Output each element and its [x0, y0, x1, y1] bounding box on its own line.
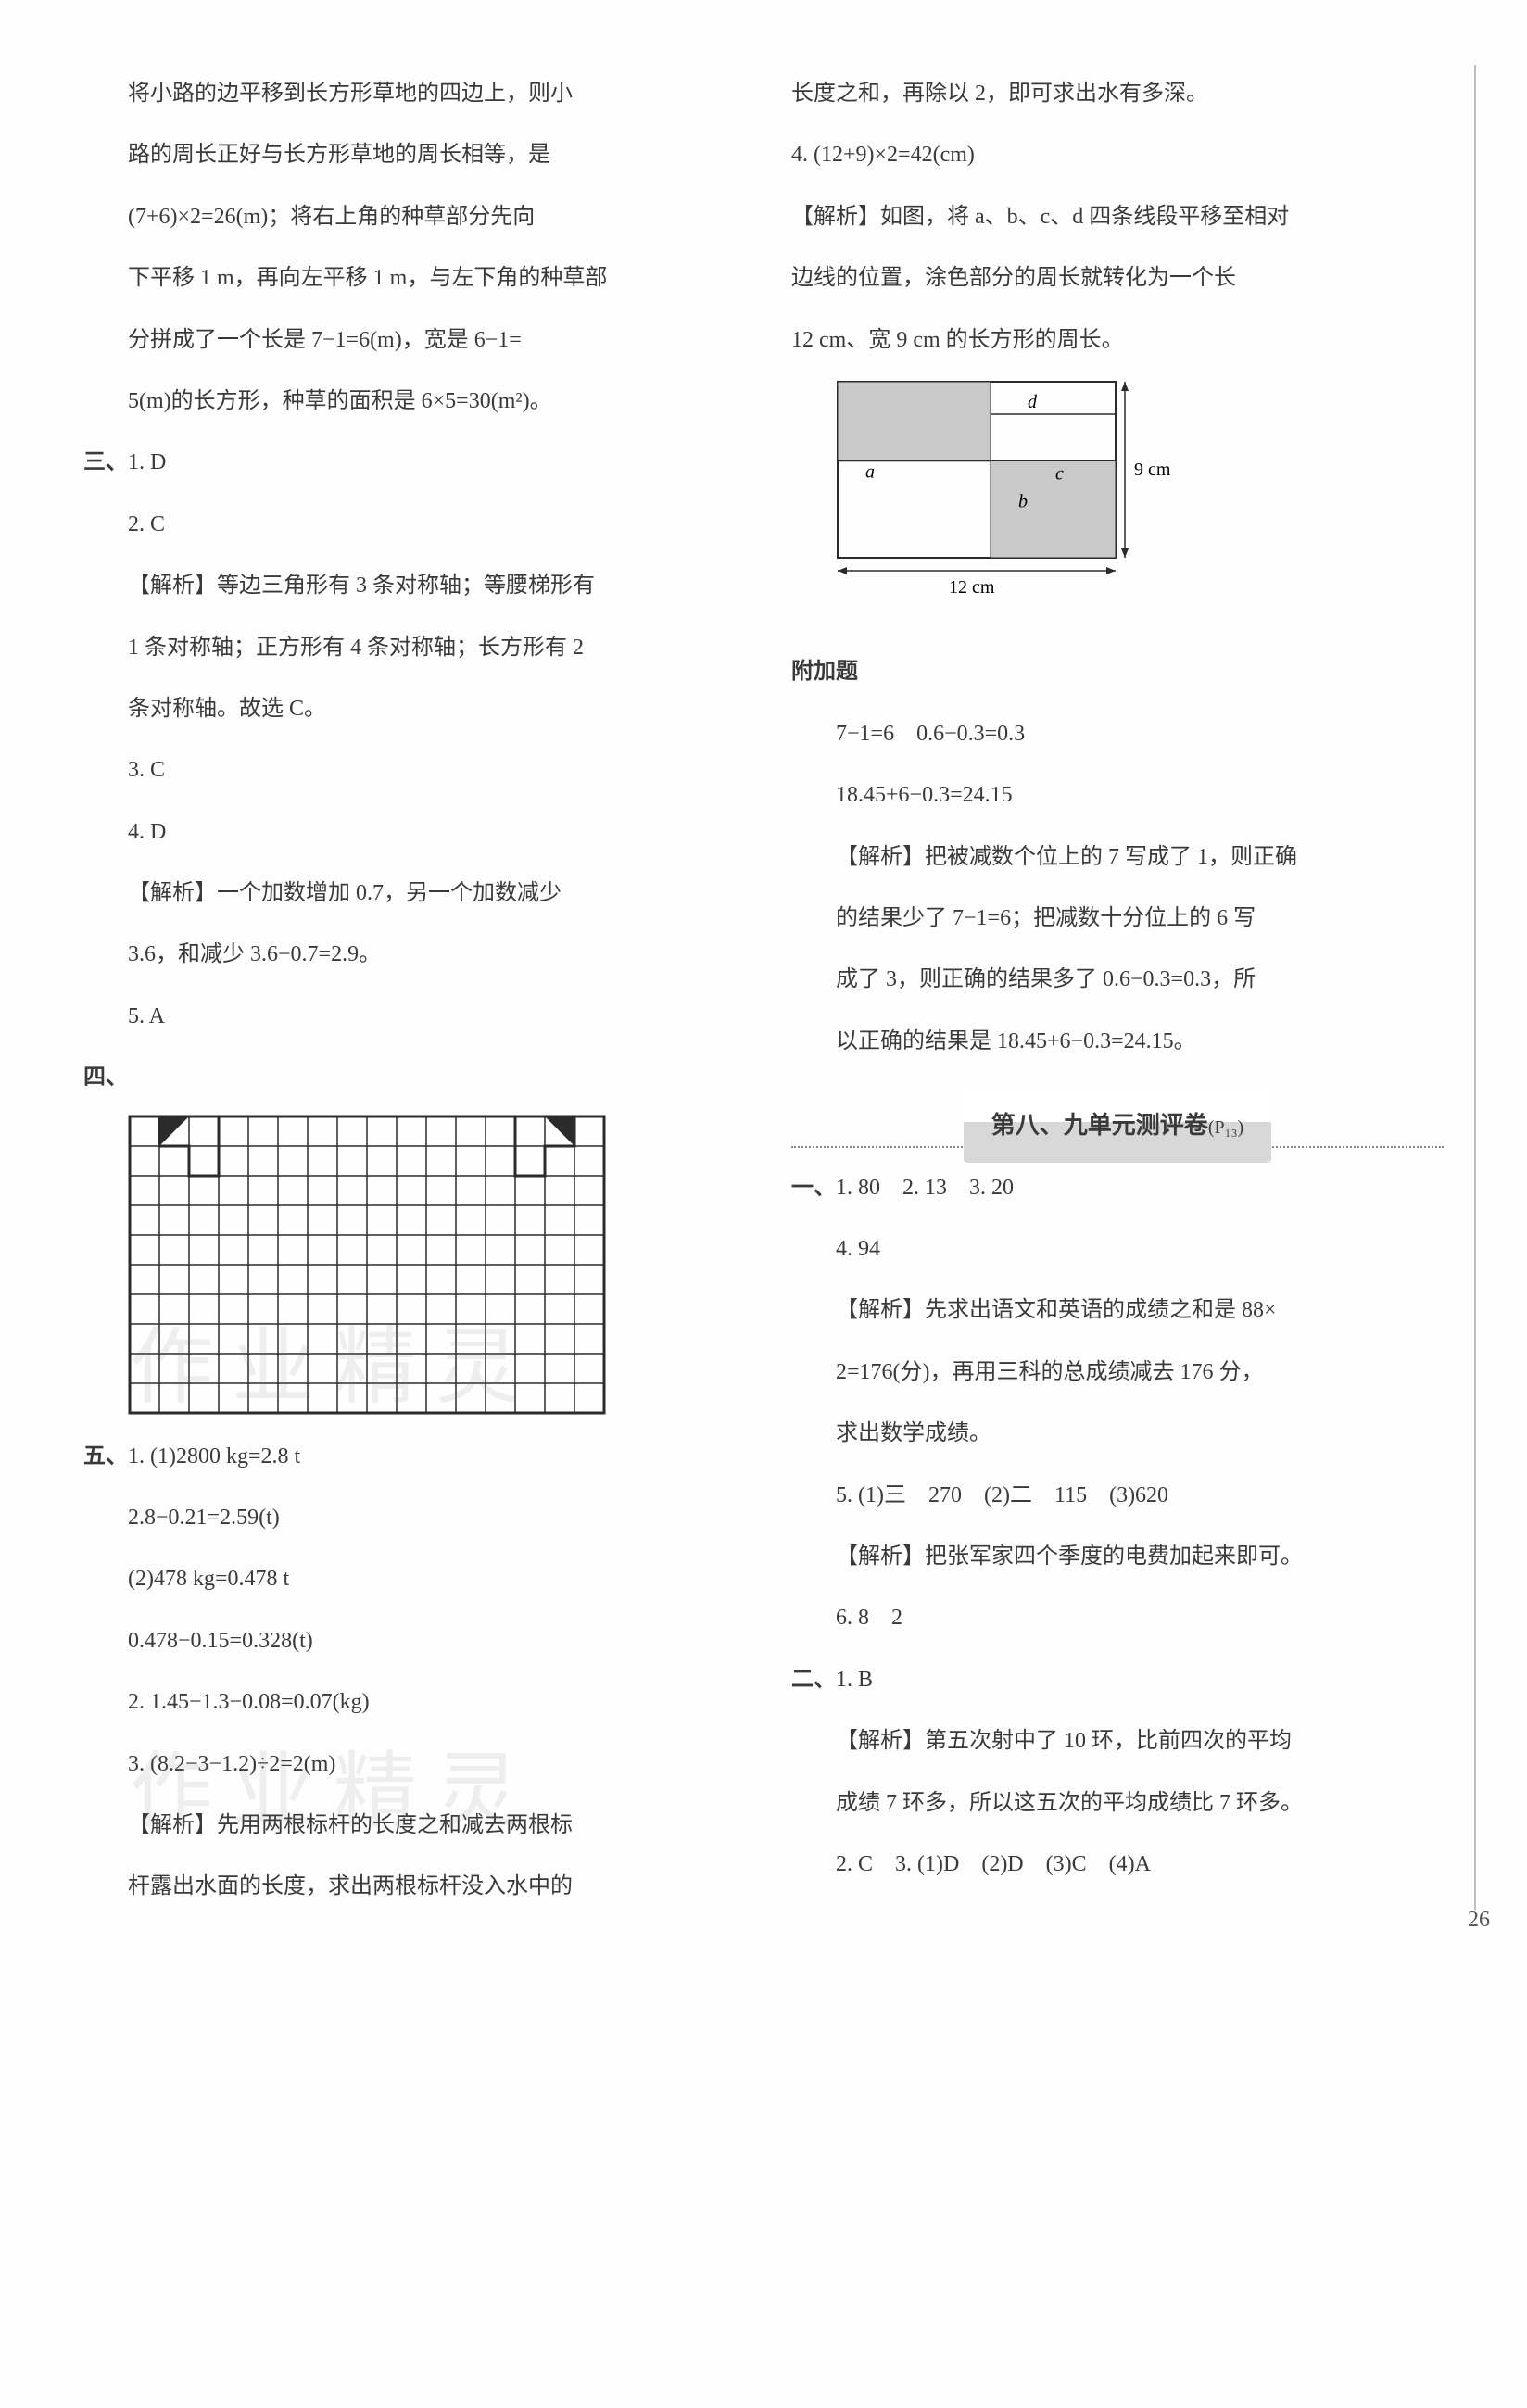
- body-text: 分拼成了一个长是 7−1=6(m)，宽是 6−1=: [83, 311, 736, 369]
- answer-text: 1. 80 2. 13 3. 20: [836, 1176, 1014, 1200]
- section-three: 三、1. D: [83, 434, 736, 491]
- page-number: 26: [1468, 1891, 1490, 1948]
- section-label: 二、: [791, 1668, 836, 1692]
- answer-text: 18.45+6−0.3=24.15: [791, 766, 1444, 824]
- grid-svg: [128, 1115, 606, 1415]
- unit-title-wrap: 第八、九单元测评卷(P₁₃): [791, 1089, 1444, 1148]
- right-column: 长度之和，再除以 2，即可求出水有多深。 4. (12+9)×2=42(cm) …: [791, 65, 1444, 1920]
- answer-text: 3. (8.2−3−1.2)÷2=2(m): [83, 1735, 736, 1793]
- body-text: 路的周长正好与长方形草地的周长相等，是: [83, 126, 736, 183]
- answer-text: 5. (1)三 270 (2)二 115 (3)620: [791, 1467, 1444, 1524]
- two-column-layout: 将小路的边平移到长方形草地的四边上，则小 路的周长正好与长方形草地的周长相等，是…: [83, 65, 1444, 1920]
- body-text: 下平移 1 m，再向左平移 1 m，与左下角的种草部: [83, 249, 736, 307]
- explanation-text: 【解析】第五次射中了 10 环，比前四次的平均: [791, 1712, 1444, 1770]
- explanation-text: 【解析】一个加数增加 0.7，另一个加数减少: [83, 864, 736, 922]
- answer-text: 1. (1)2800 kg=2.8 t: [128, 1444, 300, 1469]
- svg-text:c: c: [1055, 463, 1064, 484]
- unit-page-ref: (P₁₃): [1208, 1117, 1243, 1138]
- explanation-text: 【解析】把张军家四个季度的电费加起来即可。: [791, 1528, 1444, 1585]
- answer-text: (2)478 kg=0.478 t: [83, 1550, 736, 1607]
- explanation-text: 1 条对称轴；正方形有 4 条对称轴；长方形有 2: [83, 619, 736, 676]
- explanation-text: 以正确的结果是 18.45+6−0.3=24.15。: [791, 1013, 1444, 1070]
- explanation-text: 【解析】先求出语文和英语的成绩之和是 88×: [791, 1281, 1444, 1339]
- unit-title: 第八、九单元测评卷(P₁₃): [964, 1089, 1271, 1163]
- column-divider: [1474, 65, 1476, 1910]
- answer-text: 2. C: [83, 496, 736, 553]
- explanation-text: 【解析】等边三角形有 3 条对称轴；等腰梯形有: [83, 557, 736, 614]
- explanation-text: 求出数学成绩。: [791, 1405, 1444, 1462]
- answer-text: 0.478−0.15=0.328(t): [83, 1612, 736, 1670]
- explanation-text: 【解析】如图，将 a、b、c、d 四条线段平移至相对: [791, 188, 1444, 246]
- svg-text:9 cm: 9 cm: [1134, 460, 1171, 480]
- answer-text: 5. A: [83, 988, 736, 1045]
- svg-text:b: b: [1018, 491, 1028, 511]
- unit-title-text: 第八、九单元测评卷: [991, 1112, 1208, 1139]
- answer-text: 4. D: [83, 803, 736, 861]
- section-two: 二、1. B: [791, 1651, 1444, 1708]
- answer-text: 2. 1.45−1.3−0.08=0.07(kg): [83, 1673, 736, 1731]
- section-label: 四、: [83, 1065, 128, 1090]
- answer-text: 4. (12+9)×2=42(cm): [791, 126, 1444, 183]
- svg-text:d: d: [1028, 392, 1038, 412]
- explanation-text: 2=176(分)，再用三科的总成绩减去 176 分，: [791, 1343, 1444, 1401]
- section-five: 五、1. (1)2800 kg=2.8 t: [83, 1428, 736, 1485]
- grid-drawing: [128, 1115, 736, 1415]
- answer-text: 2.8−0.21=2.59(t): [83, 1489, 736, 1546]
- explanation-text: 【解析】把被减数个位上的 7 写成了 1，则正确: [791, 828, 1444, 886]
- explanation-text: 成了 3，则正确的结果多了 0.6−0.3=0.3，所: [791, 951, 1444, 1008]
- extra-question-label: 附加题: [791, 643, 1444, 700]
- left-column: 将小路的边平移到长方形草地的四边上，则小 路的周长正好与长方形草地的周长相等，是…: [83, 65, 736, 1920]
- explanation-text: 成绩 7 环多，所以这五次的平均成绩比 7 环多。: [791, 1774, 1444, 1832]
- explanation-text: 杆露出水面的长度，求出两根标杆没入水中的: [83, 1858, 736, 1915]
- answer-text: 1. B: [836, 1668, 873, 1692]
- body-text: 长度之和，再除以 2，即可求出水有多深。: [791, 65, 1444, 122]
- explanation-text: 3.6，和减少 3.6−0.7=2.9。: [83, 926, 736, 983]
- answer-text: 2. C 3. (1)D (2)D (3)C (4)A: [791, 1835, 1444, 1893]
- answer-text: 4. 94: [791, 1220, 1444, 1278]
- rectangle-diagram: d a b c 9 cm 12 cm: [836, 380, 1444, 624]
- body-text: 5(m)的长方形，种草的面积是 6×5=30(m²)。: [83, 372, 736, 430]
- svg-text:12 cm: 12 cm: [949, 577, 995, 598]
- answer-text: 6. 8 2: [791, 1589, 1444, 1646]
- explanation-text: 【解析】先用两根标杆的长度之和减去两根标: [83, 1797, 736, 1854]
- explanation-text: 条对称轴。故选 C。: [83, 680, 736, 738]
- diagram-svg: d a b c 9 cm 12 cm: [836, 380, 1197, 602]
- answer-text: 1. D: [128, 450, 166, 474]
- explanation-text: 12 cm、宽 9 cm 的长方形的周长。: [791, 311, 1444, 369]
- section-label: 三、: [83, 450, 128, 474]
- section-four: 四、: [83, 1049, 736, 1106]
- section-one: 一、1. 80 2. 13 3. 20: [791, 1159, 1444, 1217]
- body-text: (7+6)×2=26(m)；将右上角的种草部分先向: [83, 188, 736, 246]
- svg-text:a: a: [865, 461, 875, 482]
- answer-text: 3. C: [83, 741, 736, 799]
- section-label: 一、: [791, 1176, 836, 1200]
- explanation-text: 边线的位置，涂色部分的周长就转化为一个长: [791, 249, 1444, 307]
- explanation-text: 的结果少了 7−1=6；把减数十分位上的 6 写: [791, 889, 1444, 947]
- body-text: 将小路的边平移到长方形草地的四边上，则小: [83, 65, 736, 122]
- answer-text: 7−1=6 0.6−0.3=0.3: [791, 705, 1444, 763]
- section-label: 五、: [83, 1444, 128, 1469]
